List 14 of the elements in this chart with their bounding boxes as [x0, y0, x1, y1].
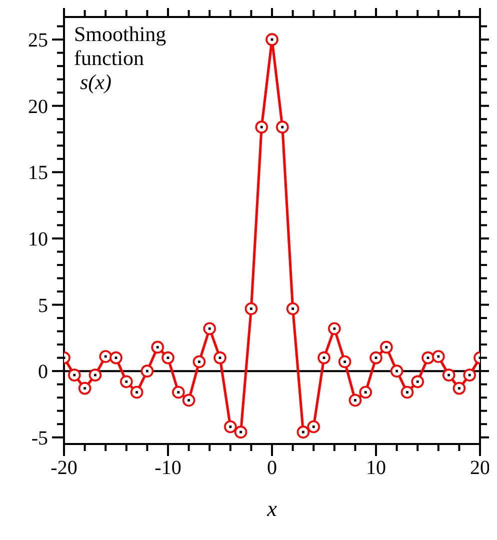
- y-tick-label: 0: [38, 361, 48, 384]
- y-tick-label: 25: [28, 30, 48, 52]
- y-tick-label: 10: [28, 228, 48, 250]
- x-tick-label: -20: [50, 457, 78, 479]
- x-tick-label: -10: [154, 457, 182, 479]
- x-axis-title: x: [266, 496, 278, 521]
- x-tick-label: 0: [267, 457, 277, 479]
- text: Smoothing function s(x): [74, 22, 166, 94]
- y-tick-label: 20: [28, 96, 48, 118]
- y-tick-label: 5: [38, 294, 48, 317]
- y-tick-label: 15: [28, 162, 48, 184]
- x-tick-label: 10: [366, 457, 386, 479]
- x-tick-label: 20: [470, 457, 490, 479]
- y-tick-label: -5: [31, 427, 48, 450]
